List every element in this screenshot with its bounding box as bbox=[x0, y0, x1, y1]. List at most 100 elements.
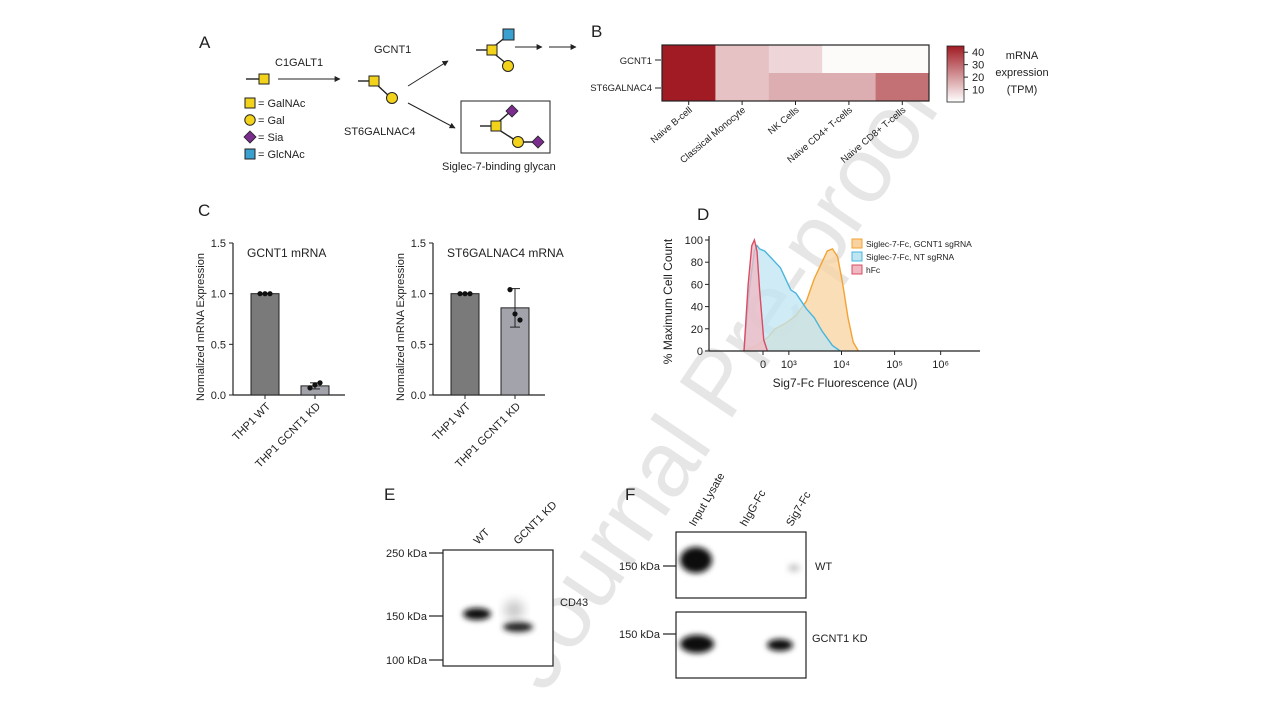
histogram-ytick-label: 100 bbox=[685, 235, 703, 247]
barchart-ylabel-group: Normalized mRNA Expression bbox=[395, 253, 407, 401]
legend-sia-icon bbox=[243, 130, 257, 144]
data-point bbox=[267, 291, 273, 297]
gcnt1-mrna-barchart: GCNT1 mRNA Normalized mRNA Expression 0.0 0… bbox=[195, 238, 345, 470]
histogram-ytick-label: 80 bbox=[691, 257, 703, 269]
bar bbox=[450, 293, 480, 396]
heatmap-cell bbox=[662, 73, 716, 102]
smear-cd43-kd bbox=[504, 600, 524, 620]
histogram-xtick-label: 10³ bbox=[781, 359, 797, 371]
barchart-title: ST6GALNAC4 mRNA bbox=[447, 246, 564, 260]
legend-swatch bbox=[851, 251, 863, 262]
heatmap-column-label: NK Cells bbox=[766, 105, 802, 137]
colorbar-tick-label: 40 bbox=[972, 47, 984, 59]
barchart-ylabel: Normalized mRNA Expression bbox=[195, 253, 207, 401]
galnac-square-icon bbox=[490, 120, 502, 132]
siglec7-glycan-caption: Siglec-7-binding glycan bbox=[442, 161, 556, 173]
data-point bbox=[307, 385, 313, 391]
gal-circle-icon bbox=[502, 60, 514, 72]
gal-circle-icon bbox=[386, 92, 398, 104]
colorbar-label-line1: mRNA bbox=[1006, 50, 1039, 62]
legend-label: hFc bbox=[866, 265, 881, 275]
galnac-square-icon bbox=[486, 44, 498, 56]
legend-gal-label: = Gal bbox=[258, 115, 285, 127]
band-sig7-wt bbox=[788, 564, 800, 572]
histogram-ytick-label: 20 bbox=[691, 324, 703, 336]
barchart-category-group: THP1 WT bbox=[430, 400, 473, 443]
heatmap-column-label-group: Naive B-cell bbox=[649, 105, 695, 146]
marker-100: 100 kDa bbox=[386, 655, 428, 667]
barchart-ytick-label: 1.0 bbox=[211, 289, 226, 301]
barchart-ylabel-group: Normalized mRNA Expression bbox=[195, 253, 207, 401]
legend-sia-label: = Sia bbox=[258, 132, 284, 144]
barchart-category-label: THP1 WT bbox=[430, 400, 473, 443]
legend-galnac-icon bbox=[244, 97, 256, 109]
enzyme-st6galnac4: ST6GALNAC4 bbox=[344, 126, 416, 138]
gal-circle-icon bbox=[512, 136, 524, 148]
panel-d-label: D bbox=[697, 205, 709, 224]
colorbar-label-line2: expression bbox=[995, 67, 1048, 79]
data-point bbox=[507, 287, 513, 293]
enzyme-gcnt1: GCNT1 bbox=[374, 44, 411, 56]
histogram-area bbox=[744, 245, 841, 351]
blot-f-lane-label: Sig7-Fc bbox=[784, 489, 814, 528]
histogram-xtick-label: 10⁵ bbox=[886, 359, 903, 371]
panel-a-label: A bbox=[199, 33, 211, 52]
histogram-area bbox=[744, 248, 859, 351]
panel-c: C GCNT1 mRNA Normalized mRNA Expression 0.… bbox=[195, 201, 564, 470]
heatmap-row-label: ST6GALNAC4 bbox=[590, 83, 652, 94]
data-point bbox=[462, 291, 468, 297]
enzyme-c1galt1: C1GALT1 bbox=[275, 57, 323, 69]
data-point bbox=[457, 291, 463, 297]
siglec7-glycan-box bbox=[460, 100, 551, 154]
barchart-ytick-label: 0.0 bbox=[411, 390, 426, 402]
st6galnac4-mrna-barchart: ST6GALNAC4 mRNA Normalized mRNA Expressio… bbox=[395, 238, 564, 470]
blot-f-marker-wt: 150 kDa bbox=[619, 561, 661, 573]
marker-150: 150 kDa bbox=[386, 611, 428, 623]
band-input-wt bbox=[680, 547, 712, 573]
heatmap-cell bbox=[715, 45, 770, 74]
histogram-ylabel: % Maximum Cell Count bbox=[661, 238, 675, 364]
blot-e-band-label: CD43 bbox=[560, 597, 588, 609]
heatmap-cell bbox=[662, 45, 716, 74]
barchart-category-label: THP1 WT bbox=[230, 400, 273, 443]
legend-gal-icon bbox=[244, 114, 256, 126]
panel-c-label: C bbox=[198, 201, 210, 220]
heatmap-row-label: GCNT1 bbox=[620, 56, 652, 67]
legend-swatch bbox=[851, 264, 863, 275]
heatmap-cell bbox=[875, 45, 930, 74]
legend-label: Siglec-7-Fc, NT sgRNA bbox=[866, 252, 954, 262]
histogram-ytick-label: 60 bbox=[691, 279, 703, 291]
data-point bbox=[312, 382, 318, 388]
heatmap-column-label: Naive B-cell bbox=[649, 105, 695, 146]
histogram-xtick-label: 0 bbox=[760, 359, 766, 371]
colorbar-tick-label: 30 bbox=[972, 60, 984, 72]
barchart-title: GCNT1 mRNA bbox=[247, 246, 326, 260]
data-point bbox=[512, 311, 518, 317]
bar bbox=[250, 293, 280, 396]
heatmap-cells bbox=[662, 45, 930, 102]
panel-a: A C1GALT1 GCNT1 ST6GALNAC4 Siglec- bbox=[199, 28, 577, 173]
barchart-ytick-label: 1.5 bbox=[211, 238, 226, 250]
heatmap-cell bbox=[822, 45, 877, 74]
barchart-category-group: THP1 WT bbox=[230, 400, 273, 443]
histogram-ytick-label: 0 bbox=[697, 346, 703, 358]
galnac-square-icon bbox=[368, 75, 380, 87]
blot-f-marker-kd: 150 kDa bbox=[619, 629, 661, 641]
galnac-square-icon bbox=[258, 73, 270, 85]
histogram-xtick-label: 10⁴ bbox=[833, 359, 850, 371]
heatmap-cell bbox=[715, 73, 770, 102]
arrow-st6galnac4 bbox=[407, 102, 456, 129]
data-point bbox=[262, 291, 268, 297]
sia-diamond-icon bbox=[505, 104, 519, 118]
flow-histogram: 0 20 40 60 80 100 0 10³ 10⁴ 10⁵ 10⁶ Sig7-Fc Fluores… bbox=[661, 235, 980, 390]
legend-label: Siglec-7-Fc, GCNT1 sgRNA bbox=[866, 239, 972, 249]
blot-e-membrane bbox=[442, 549, 554, 667]
data-point bbox=[517, 317, 523, 323]
histogram-ylabel-group: % Maximum Cell Count bbox=[661, 238, 675, 364]
panel-b-label: B bbox=[591, 22, 602, 41]
arrow-gcnt1 bbox=[407, 60, 449, 87]
sia-diamond-icon bbox=[531, 135, 545, 149]
data-point bbox=[257, 291, 263, 297]
legend-glcnac-label: = GlcNAc bbox=[258, 149, 305, 161]
